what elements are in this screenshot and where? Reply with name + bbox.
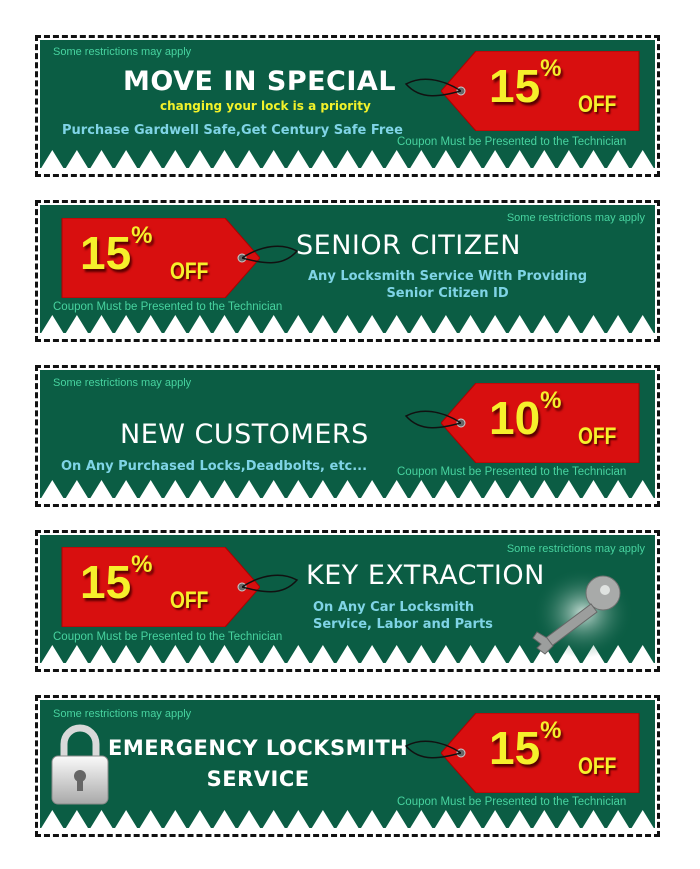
tag-string bbox=[404, 740, 461, 759]
coupon-new-customers: Some restrictions may apply NEW CUSTOMER… bbox=[35, 365, 660, 507]
discount-tag: 15% OFF bbox=[404, 713, 641, 793]
price-tag-shape bbox=[61, 547, 260, 627]
coupon-key-extraction: Some restrictions may apply 15% OFF KEY … bbox=[35, 530, 660, 672]
technician-notice: Coupon Must be Presented to the Technici… bbox=[397, 136, 627, 148]
coupon-subtitle: Any Locksmith Service With Providing Seni… bbox=[308, 268, 587, 302]
technician-notice: Coupon Must be Presented to the Technici… bbox=[53, 631, 283, 643]
discount-percent: 15% bbox=[80, 551, 153, 608]
title-line: EMERGENCY LOCKSMITH bbox=[108, 736, 409, 760]
coupon-title: MOVE IN SPECIAL bbox=[123, 66, 397, 97]
coupon-senior-citizen: Some restrictions may apply 15% OFF SENI… bbox=[35, 200, 660, 342]
zigzag-tooth bbox=[40, 810, 655, 830]
subtitle-line: Service, Labor and Parts bbox=[313, 617, 493, 632]
off-label: OFF bbox=[170, 258, 209, 285]
padlock-icon bbox=[51, 724, 109, 805]
tag-string bbox=[242, 245, 299, 264]
coupon-subtitle: On Any Purchased Locks,Deadbolts, etc... bbox=[61, 459, 368, 474]
title-line: SERVICE bbox=[206, 767, 310, 791]
off-label: OFF bbox=[170, 587, 209, 614]
coupon-tagline: changing your lock is a priority bbox=[160, 99, 371, 113]
tag-string bbox=[242, 574, 299, 593]
key-icon bbox=[532, 568, 633, 658]
discount-tag: 15% OFF bbox=[60, 218, 299, 298]
discount-tag: 15% OFF bbox=[404, 51, 641, 131]
subtitle-line: Any Locksmith Service With Providing bbox=[308, 269, 588, 284]
coupon-emergency-locksmith: Some restrictions may apply EMERGENCY LO… bbox=[35, 695, 660, 837]
tag-string bbox=[404, 410, 461, 429]
restrictions-note: Some restrictions may apply bbox=[506, 212, 645, 224]
coupon-subtitle: On Any Car Locksmith Service, Labor and P… bbox=[313, 599, 493, 633]
coupon-move-in-special: Some restrictions may apply MOVE IN SPEC… bbox=[35, 35, 660, 177]
zigzag-tooth bbox=[40, 480, 655, 500]
restrictions-note: Some restrictions may apply bbox=[53, 377, 192, 389]
zigzag-edge bbox=[40, 645, 655, 665]
discount-tag: 10% OFF bbox=[404, 383, 641, 463]
discount-percent: 10% bbox=[489, 387, 562, 444]
zigzag-tooth bbox=[40, 150, 655, 170]
restrictions-note: Some restrictions may apply bbox=[53, 46, 192, 58]
subtitle-line: On Any Car Locksmith bbox=[313, 600, 475, 615]
zigzag-tooth bbox=[40, 315, 655, 335]
discount-percent: 15% bbox=[80, 222, 153, 279]
subtitle-line: Senior Citizen ID bbox=[386, 286, 509, 301]
zigzag-edge bbox=[40, 480, 655, 500]
zigzag-edge bbox=[40, 150, 655, 170]
off-label: OFF bbox=[578, 753, 617, 780]
technician-notice: Coupon Must be Presented to the Technici… bbox=[53, 301, 283, 313]
zigzag-edge bbox=[40, 810, 655, 830]
zigzag-edge bbox=[40, 315, 655, 335]
technician-notice: Coupon Must be Presented to the Technici… bbox=[397, 466, 627, 478]
tag-string bbox=[404, 78, 461, 97]
zigzag-tooth bbox=[40, 645, 655, 665]
price-tag-shape bbox=[441, 713, 640, 793]
coupon-title: SENIOR CITIZEN bbox=[296, 230, 521, 261]
restrictions-note: Some restrictions may apply bbox=[506, 543, 645, 555]
restrictions-note: Some restrictions may apply bbox=[53, 708, 192, 720]
discount-tag: 15% OFF bbox=[60, 547, 299, 627]
coupon-subtitle: Purchase Gardwell Safe,Get Century Safe … bbox=[62, 123, 403, 138]
off-label: OFF bbox=[578, 91, 617, 118]
discount-percent: 15% bbox=[489, 55, 562, 112]
coupon-title: NEW CUSTOMERS bbox=[120, 419, 369, 450]
technician-notice: Coupon Must be Presented to the Technici… bbox=[397, 796, 627, 808]
coupon-title: KEY EXTRACTION bbox=[306, 560, 545, 591]
off-label: OFF bbox=[578, 423, 617, 450]
discount-percent: 15% bbox=[489, 717, 562, 774]
coupon-title: EMERGENCY LOCKSMITH SERVICE bbox=[108, 733, 408, 795]
